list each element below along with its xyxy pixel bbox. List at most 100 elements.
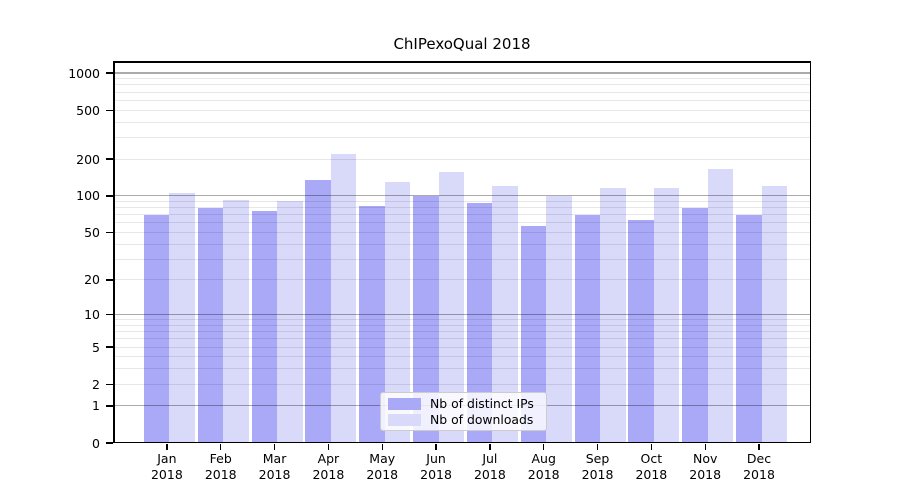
gridline-minor [113, 84, 811, 86]
gridline-minor [113, 279, 811, 281]
bar-distinct-ips [143, 214, 170, 443]
gridline-minor [113, 158, 811, 160]
spine-top [113, 61, 811, 63]
y-tick-label: 200 [76, 151, 100, 167]
x-tick-label: Jul 2018 [473, 451, 506, 482]
x-tick-label: Feb 2018 [204, 451, 237, 482]
gridline-minor [113, 356, 811, 358]
y-tick-mark [106, 405, 113, 407]
gridline-minor [113, 214, 811, 216]
y-tick-label: 0 [92, 435, 100, 451]
gridline-minor [113, 109, 811, 111]
bar-downloads [761, 186, 788, 443]
gridline-minor [113, 338, 811, 340]
gridline-minor [113, 331, 811, 333]
gridline-minor [113, 207, 811, 209]
y-tick-mark [106, 313, 113, 316]
gridline-minor [113, 383, 811, 385]
x-tick-mark [220, 444, 222, 450]
x-tick-mark [273, 444, 276, 450]
bar-downloads [223, 200, 249, 443]
y-tick-label: 5 [92, 339, 100, 355]
y-axis: 0 1 2 5 10 20 50 100 200 500 1000 [0, 0, 113, 500]
bar-downloads [600, 187, 626, 443]
y-tick-label: 1 [92, 398, 100, 414]
x-tick-mark [489, 444, 491, 450]
gridline-major [113, 195, 811, 197]
y-tick-mark [106, 195, 113, 197]
y-tick-mark [106, 109, 113, 111]
y-tick-label: 2 [92, 376, 100, 392]
x-tick-label: Nov 2018 [689, 451, 722, 482]
bar-downloads [277, 201, 303, 443]
bar-distinct-ips [305, 180, 331, 443]
y-tick-label: 100 [76, 188, 100, 204]
legend-item-downloads: Nb of downloads [388, 412, 539, 427]
legend: Nb of distinct IPs Nb of downloads [380, 392, 547, 431]
bar-distinct-ips [628, 220, 654, 443]
spine-right [809, 61, 811, 443]
bar-downloads [546, 195, 572, 443]
chart-title: ChIPexoQual 2018 [393, 35, 531, 53]
x-tick-mark [758, 444, 760, 450]
bar-downloads [330, 154, 357, 443]
gridline-minor [113, 222, 811, 224]
x-tick-mark [381, 444, 383, 450]
legend-swatch-distinct-ips [388, 397, 421, 410]
gridline-minor [113, 258, 811, 260]
spine-bottom [113, 441, 811, 443]
y-tick-label: 50 [84, 224, 100, 240]
gridline-minor [113, 136, 811, 138]
gridline-minor [113, 78, 811, 80]
y-tick-label: 10 [84, 307, 100, 323]
x-tick-mark [327, 444, 330, 450]
gridline-major [113, 72, 811, 74]
bar-distinct-ips [736, 214, 762, 443]
y-tick-mark [106, 72, 113, 74]
legend-swatch-downloads [388, 413, 421, 426]
x-tick-label: Sep 2018 [581, 451, 614, 482]
x-tick-label: Jun 2018 [420, 451, 452, 482]
x-tick-mark [596, 444, 599, 450]
gridline-minor [113, 121, 811, 123]
y-tick-label: 1000 [68, 65, 100, 81]
gridline-minor [113, 324, 811, 326]
y-tick-mark [106, 442, 113, 444]
y-tick-mark [106, 158, 113, 160]
x-tick-label: Aug 2018 [527, 451, 560, 482]
x-tick-mark [704, 444, 706, 450]
bar-distinct-ips [574, 214, 601, 443]
bar-downloads [653, 187, 680, 443]
gridline-minor [113, 319, 811, 321]
x-tick-label: Dec 2018 [743, 451, 775, 482]
x-tick-label: Oct 2018 [635, 451, 668, 482]
legend-label-distinct-ips: Nb of distinct IPs [430, 396, 534, 411]
y-tick-mark [106, 383, 113, 385]
bar-distinct-ips [197, 207, 224, 443]
y-tick-label: 20 [84, 272, 100, 288]
gridline-major [113, 313, 811, 316]
gridline-minor [113, 243, 811, 245]
x-tick-mark [166, 444, 168, 450]
x-tick-label: Apr 2018 [312, 451, 345, 482]
x-tick-mark [543, 444, 545, 450]
x-tick-label: Mar 2018 [258, 451, 291, 482]
y-tick-mark [106, 279, 113, 281]
gridline-minor [113, 368, 811, 370]
x-tick-label: May 2018 [366, 451, 399, 482]
y-tick-mark [106, 231, 113, 234]
legend-label-downloads: Nb of downloads [430, 412, 534, 427]
y-tick-mark [106, 346, 113, 348]
x-tick-mark [435, 444, 437, 450]
gridline-minor [113, 91, 811, 93]
gridline-minor [113, 200, 811, 202]
y-tick-label: 500 [76, 102, 100, 118]
legend-item-distinct-ips: Nb of distinct IPs [388, 396, 539, 411]
bar-distinct-ips [682, 207, 708, 443]
plot-area [113, 61, 811, 443]
gridline-minor [113, 231, 811, 233]
x-tick-label: Jan 2018 [150, 451, 183, 482]
gridline-minor [113, 99, 811, 101]
x-tick-mark [650, 444, 653, 450]
